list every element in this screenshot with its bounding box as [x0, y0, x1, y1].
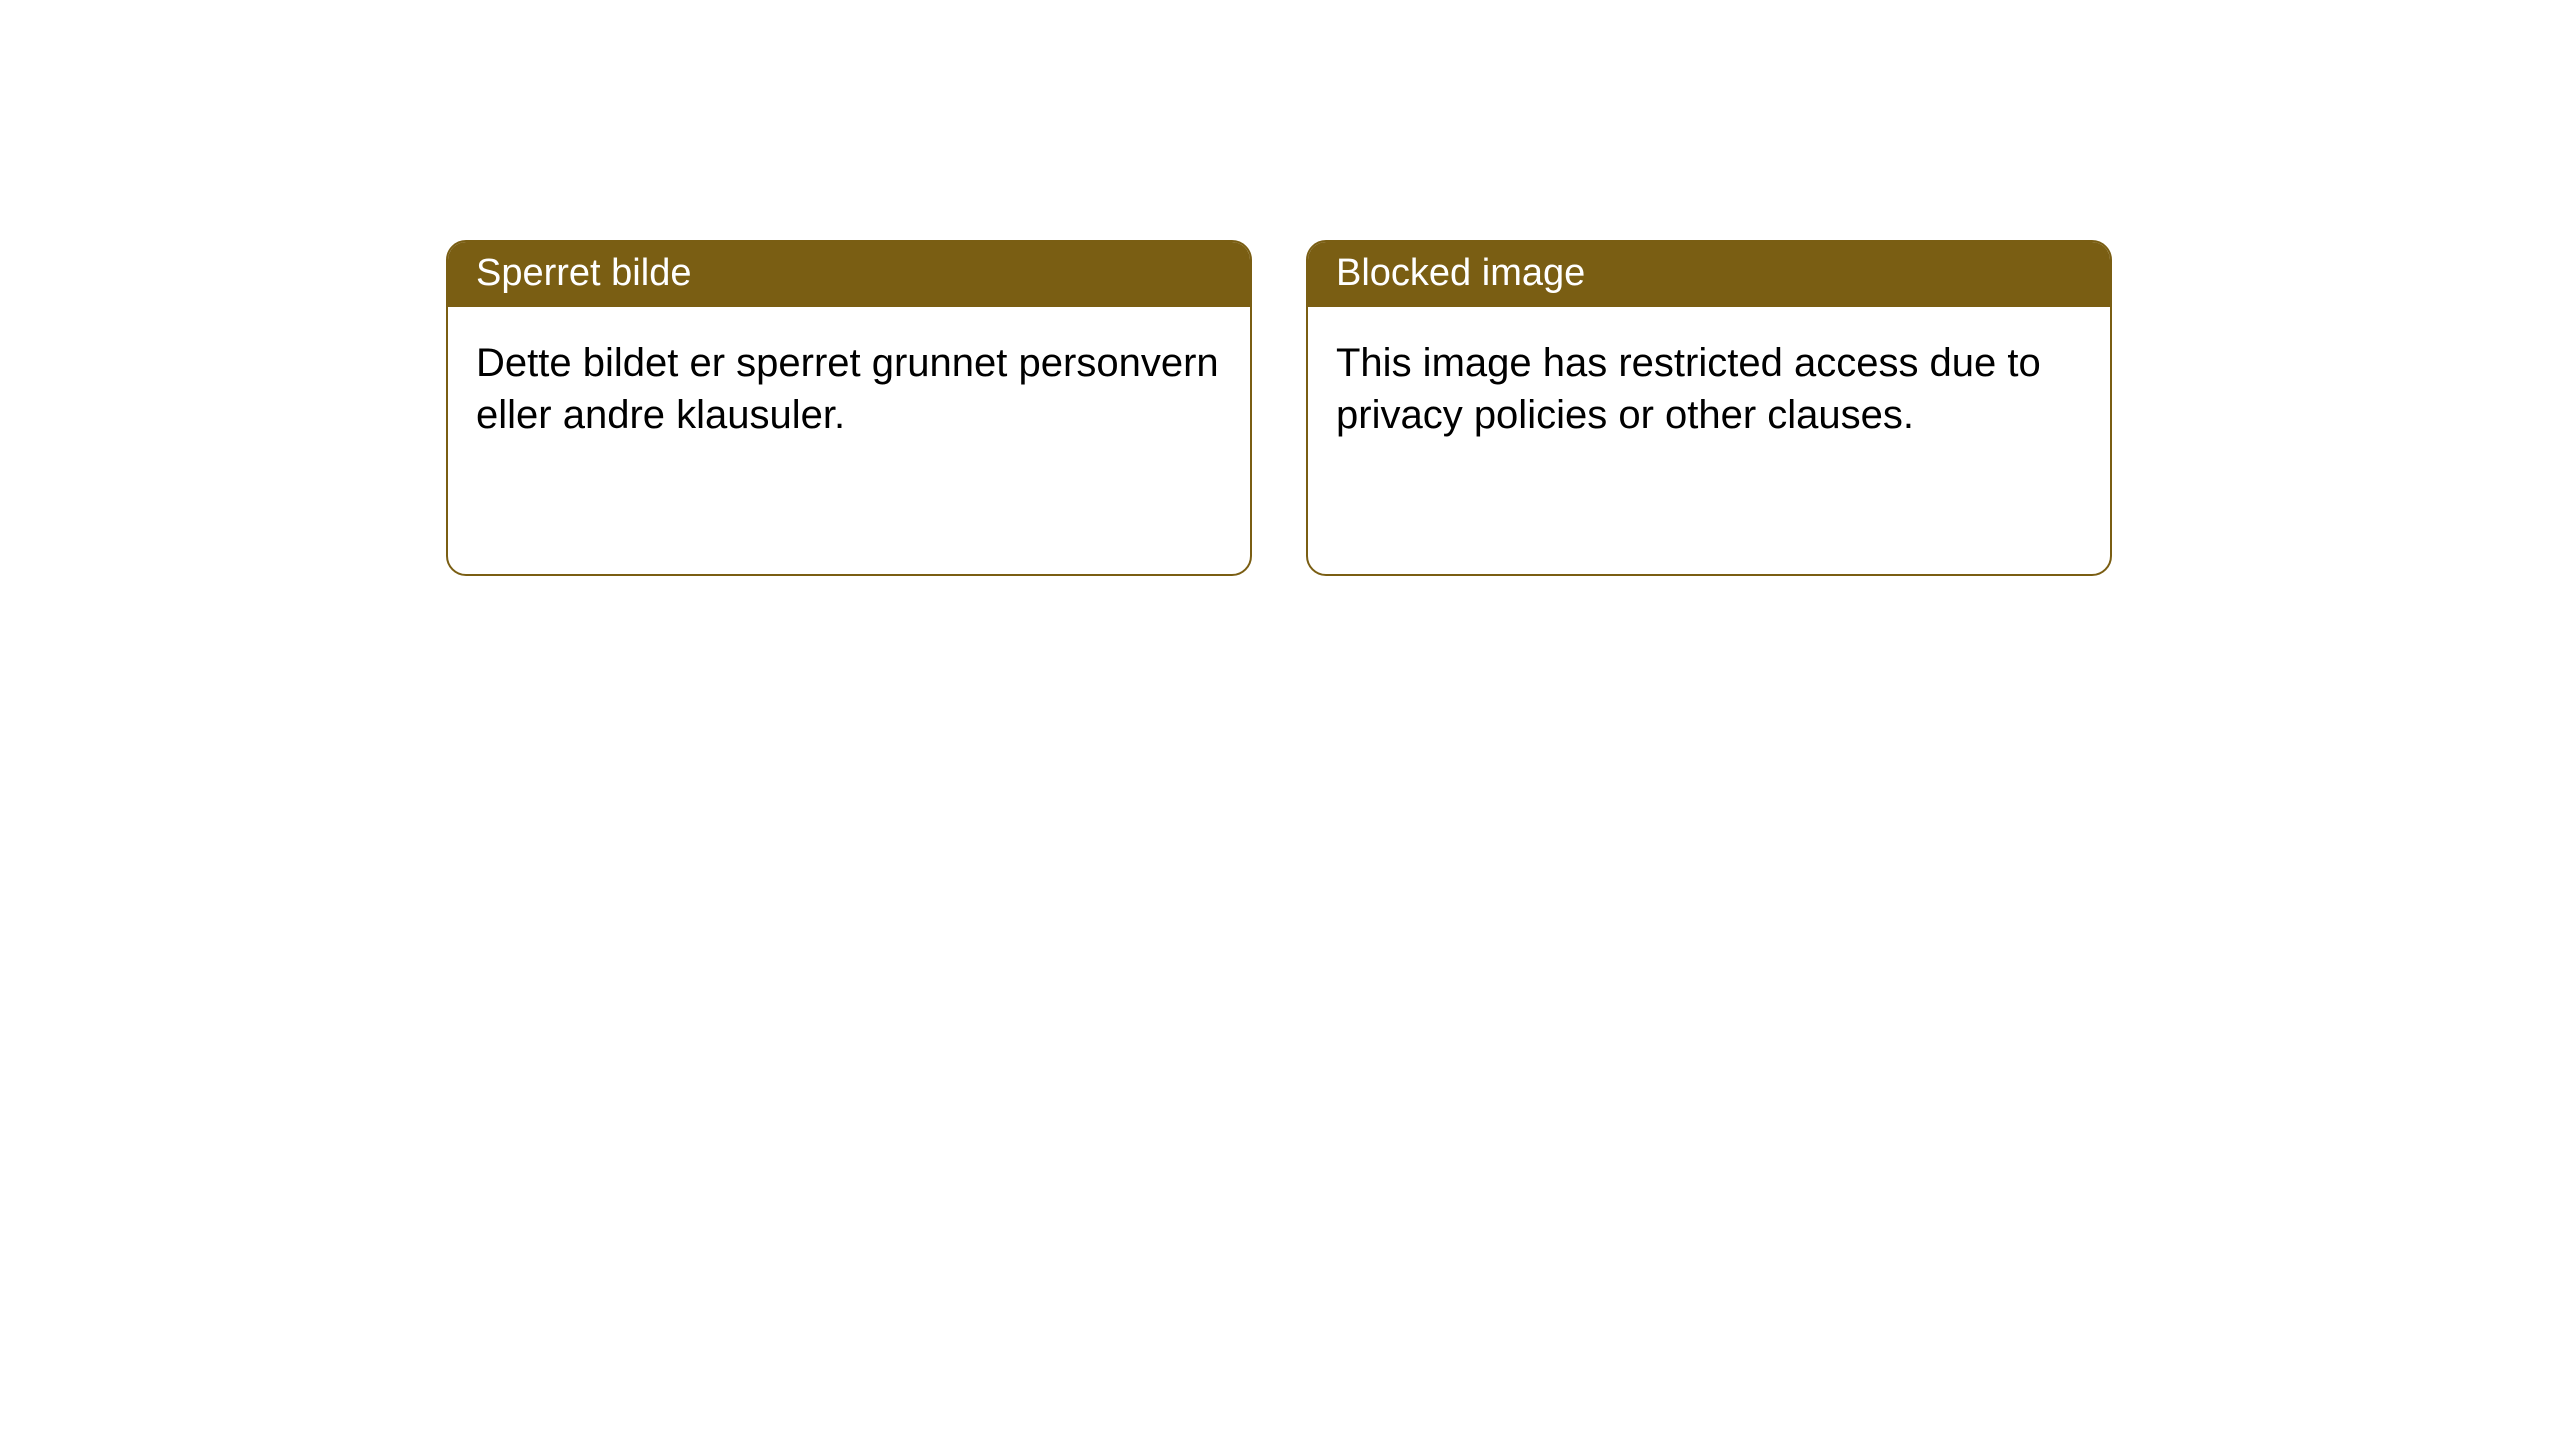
notice-cards-container: Sperret bilde Dette bildet er sperret gr… [446, 240, 2112, 576]
notice-header-english: Blocked image [1308, 242, 2110, 307]
notice-header-norwegian: Sperret bilde [448, 242, 1250, 307]
notice-body-english: This image has restricted access due to … [1308, 307, 2110, 471]
notice-body-norwegian: Dette bildet er sperret grunnet personve… [448, 307, 1250, 471]
notice-card-norwegian: Sperret bilde Dette bildet er sperret gr… [446, 240, 1252, 576]
notice-card-english: Blocked image This image has restricted … [1306, 240, 2112, 576]
